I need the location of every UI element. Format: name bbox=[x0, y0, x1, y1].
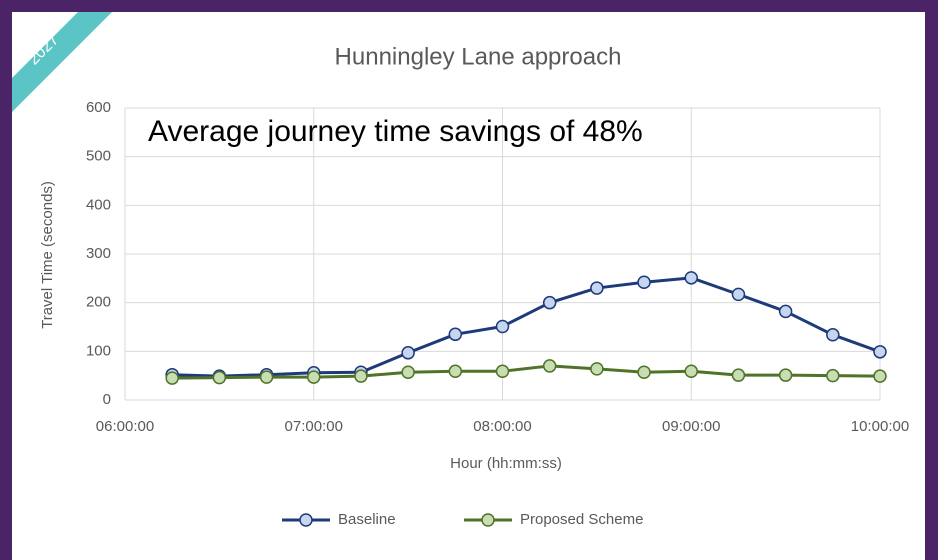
point bbox=[731, 368, 746, 382]
point bbox=[684, 271, 698, 285]
point bbox=[637, 275, 651, 289]
point bbox=[495, 364, 510, 379]
series-line bbox=[172, 364, 881, 380]
y-tick-label: 300 bbox=[86, 245, 111, 262]
y-tick-label: 200 bbox=[86, 294, 111, 311]
point bbox=[542, 295, 557, 310]
x-tick-label: 06:00:00 bbox=[96, 418, 154, 435]
point bbox=[873, 369, 887, 383]
x-tick-label: 10:00:00 bbox=[851, 418, 909, 435]
card bbox=[12, 12, 925, 560]
y-tick-label: 600 bbox=[86, 99, 111, 116]
legend-marker bbox=[481, 513, 495, 527]
legend-label: Baseline bbox=[338, 511, 396, 528]
point bbox=[590, 281, 604, 295]
point bbox=[307, 370, 321, 384]
badge-ribbon bbox=[12, 12, 112, 112]
point bbox=[448, 327, 463, 342]
y-tick-label: 100 bbox=[86, 342, 111, 359]
point bbox=[448, 364, 463, 379]
point bbox=[401, 365, 415, 380]
y-tick-label: 0 bbox=[103, 391, 111, 408]
point bbox=[259, 370, 274, 384]
point bbox=[731, 287, 746, 302]
series-line bbox=[172, 276, 881, 378]
annotation: Average journey time savings of 48% bbox=[148, 115, 643, 148]
point bbox=[165, 371, 179, 385]
point bbox=[684, 364, 698, 379]
point bbox=[778, 368, 793, 382]
point bbox=[542, 359, 557, 373]
point bbox=[826, 328, 840, 342]
point bbox=[401, 346, 415, 360]
x-tick-label: 08:00:00 bbox=[473, 418, 531, 435]
point bbox=[637, 365, 651, 380]
y-tick-label: 500 bbox=[86, 148, 111, 165]
y-tick-label: 400 bbox=[86, 196, 111, 213]
point bbox=[826, 368, 840, 383]
x-axis-label: Hour (hh:mm:ss) bbox=[450, 455, 562, 472]
chart-title: Hunningley Lane approach bbox=[335, 43, 622, 70]
y-axis-label: Travel Time (seconds) bbox=[39, 181, 56, 329]
point bbox=[212, 370, 227, 385]
x-tick-label: 07:00:00 bbox=[285, 418, 343, 435]
plot-area: 0 100 200 300 400 500 600 06:00:00 07:00:00 08:00… bbox=[86, 99, 909, 528]
point bbox=[495, 319, 510, 334]
point bbox=[873, 345, 887, 359]
legend-marker bbox=[299, 513, 313, 527]
point bbox=[778, 304, 793, 319]
x-tick-label: 09:00:00 bbox=[662, 418, 720, 435]
point bbox=[590, 362, 604, 376]
legend-label: Proposed Scheme bbox=[520, 511, 643, 528]
point bbox=[354, 369, 368, 383]
